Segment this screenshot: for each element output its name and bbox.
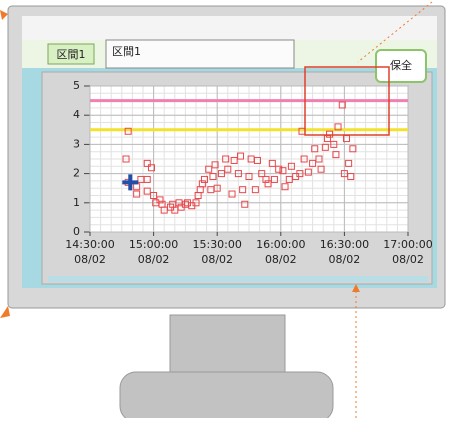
y-tick-label: 2 bbox=[73, 167, 80, 180]
x-tick-label: 15:30:00 bbox=[192, 238, 241, 251]
point bbox=[304, 168, 312, 176]
text-input[interactable] bbox=[105, 39, 295, 69]
save-button-label: 保全 bbox=[390, 58, 412, 72]
point bbox=[253, 156, 261, 164]
point bbox=[311, 145, 319, 153]
corner-arrow bbox=[0, 10, 8, 20]
point bbox=[245, 173, 253, 181]
x-tick-label: 16:30:00 bbox=[320, 238, 369, 251]
x-tick-date: 08/02 bbox=[201, 253, 233, 266]
point bbox=[222, 155, 230, 163]
point bbox=[224, 165, 232, 173]
y-tick-label: 4 bbox=[73, 108, 80, 121]
point bbox=[147, 164, 155, 172]
point bbox=[332, 151, 340, 159]
y-tick-label: 5 bbox=[73, 79, 80, 92]
point bbox=[241, 200, 249, 208]
point bbox=[275, 165, 283, 173]
point bbox=[217, 170, 225, 178]
point bbox=[334, 123, 342, 131]
cursor-marker bbox=[122, 174, 139, 191]
highlight-box bbox=[304, 66, 390, 136]
point bbox=[209, 173, 217, 181]
point bbox=[268, 159, 276, 167]
point bbox=[239, 186, 247, 194]
corner-arrow bbox=[0, 306, 10, 318]
point bbox=[287, 162, 295, 170]
x-tick-date: 08/02 bbox=[138, 253, 170, 266]
point bbox=[228, 190, 236, 198]
top-bar bbox=[22, 16, 437, 40]
point bbox=[251, 186, 259, 194]
point bbox=[264, 180, 272, 188]
tab-label: 区間1 bbox=[57, 48, 86, 61]
point bbox=[315, 155, 323, 163]
point bbox=[270, 175, 278, 183]
point bbox=[234, 170, 242, 178]
point bbox=[237, 152, 245, 160]
point bbox=[281, 183, 289, 191]
point bbox=[338, 101, 346, 109]
y-tick-label: 0 bbox=[73, 225, 80, 238]
point bbox=[143, 187, 151, 195]
point bbox=[198, 180, 206, 188]
point bbox=[200, 175, 208, 183]
point bbox=[262, 175, 270, 183]
x-tick-date: 08/02 bbox=[265, 253, 297, 266]
point bbox=[150, 192, 158, 199]
point bbox=[345, 159, 353, 167]
point bbox=[211, 161, 219, 169]
point bbox=[300, 155, 308, 163]
point bbox=[156, 196, 164, 204]
point bbox=[230, 156, 238, 164]
point bbox=[143, 175, 151, 183]
point bbox=[330, 140, 338, 148]
y-tick-label: 3 bbox=[73, 137, 80, 150]
point bbox=[317, 165, 325, 173]
x-tick-date: 08/02 bbox=[329, 253, 361, 266]
point bbox=[347, 173, 355, 181]
x-tick-date: 08/02 bbox=[392, 253, 424, 266]
x-tick-label: 17:00:00 bbox=[383, 238, 432, 251]
point bbox=[205, 165, 213, 173]
x-tick-date: 08/02 bbox=[74, 253, 106, 266]
point bbox=[258, 170, 266, 178]
callout-line bbox=[357, 1, 433, 63]
point bbox=[296, 170, 304, 178]
point bbox=[321, 143, 329, 151]
point bbox=[124, 127, 132, 135]
monitor-base bbox=[119, 371, 334, 422]
tab[interactable] bbox=[47, 43, 95, 65]
x-tick-label: 16:00:00 bbox=[256, 238, 305, 251]
point bbox=[326, 130, 334, 138]
monitor-neck bbox=[169, 314, 286, 378]
point bbox=[133, 190, 141, 198]
x-tick-label: 15:00:00 bbox=[129, 238, 178, 251]
input-value: 区間1 bbox=[112, 45, 141, 58]
point bbox=[213, 184, 221, 192]
scrollbar[interactable] bbox=[48, 276, 428, 282]
x-tick-label: 14:30:00 bbox=[65, 238, 114, 251]
callout-arrow bbox=[352, 284, 360, 292]
point bbox=[192, 199, 200, 207]
point bbox=[309, 159, 317, 167]
point bbox=[349, 145, 357, 153]
point bbox=[279, 167, 287, 175]
point bbox=[122, 155, 130, 163]
y-tick-label: 1 bbox=[73, 196, 80, 209]
point bbox=[143, 159, 151, 167]
